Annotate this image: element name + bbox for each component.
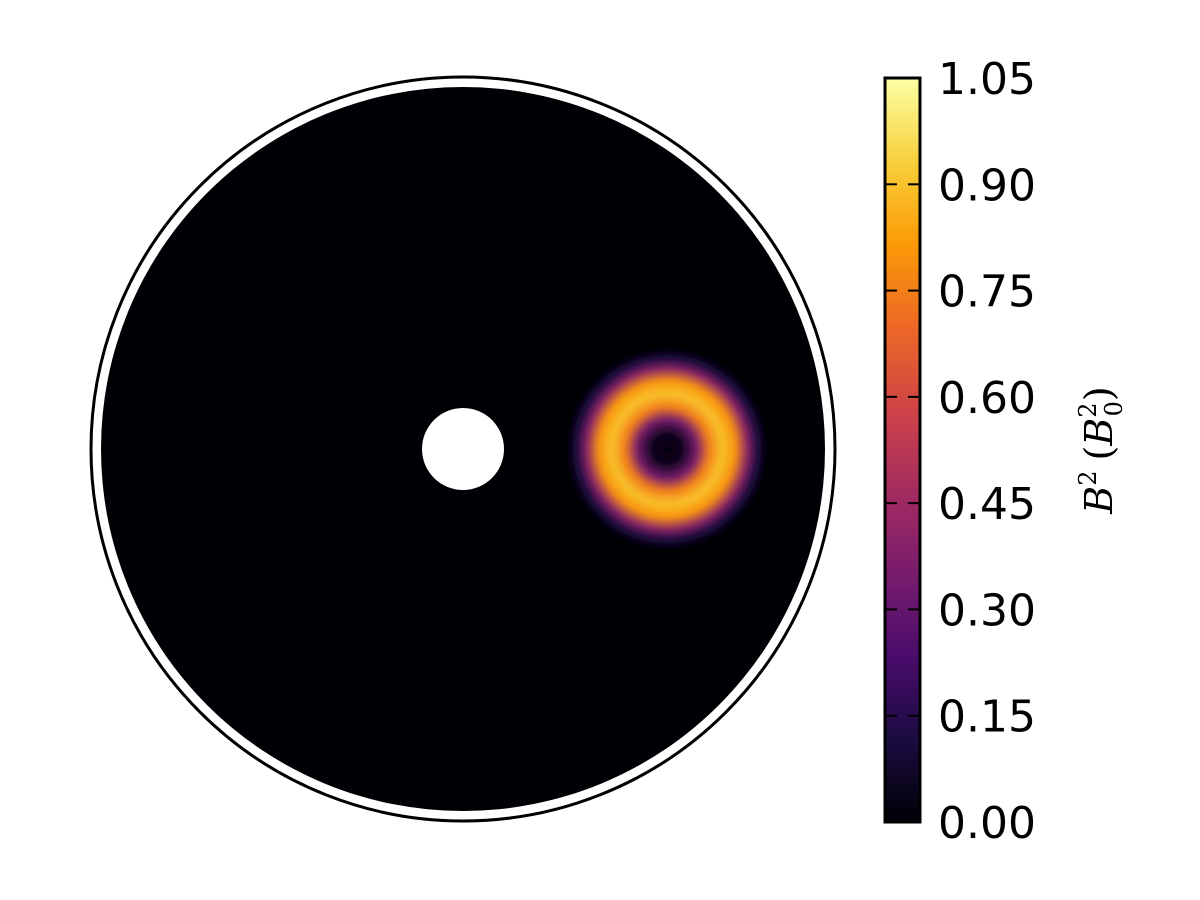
colorbar-gradient (883, 76, 922, 824)
colorbar-tick-label: 0.75 (938, 267, 1036, 318)
colorbar-label: B2(B20) (1074, 386, 1128, 514)
colorbar-tick-label: 0.60 (938, 373, 1036, 424)
inner-hole (422, 408, 504, 490)
polar-plot (89, 75, 837, 823)
colorbar-tick-label: 0.15 (938, 692, 1036, 743)
colorbar-tick-label: 0.00 (938, 798, 1036, 849)
flux-tube-annulus (567, 349, 767, 549)
colorbar-tick-label: 0.45 (938, 479, 1036, 530)
colorbar-tick-label: 0.90 (938, 160, 1036, 211)
colorbar: 1.05 0.90 0.75 0.60 0.45 0.30 0.15 0.00 B2(B20) (883, 54, 1128, 849)
colorbar-ticks: 1.05 0.90 0.75 0.60 0.45 0.30 0.15 0.00 (885, 54, 1036, 849)
colorbar-tick-label: 0.30 (938, 585, 1036, 636)
colorbar-tick-label: 1.05 (938, 54, 1036, 105)
